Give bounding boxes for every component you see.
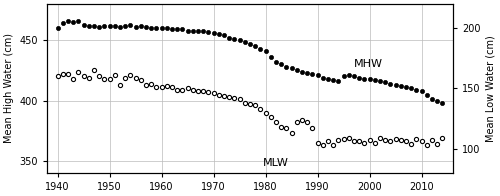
Y-axis label: Mean High Water (cm): Mean High Water (cm) [4,34,14,143]
Text: MHW: MHW [354,59,383,69]
Y-axis label: Mean Low Water (cm): Mean Low Water (cm) [486,35,496,142]
Text: MLW: MLW [263,158,289,168]
